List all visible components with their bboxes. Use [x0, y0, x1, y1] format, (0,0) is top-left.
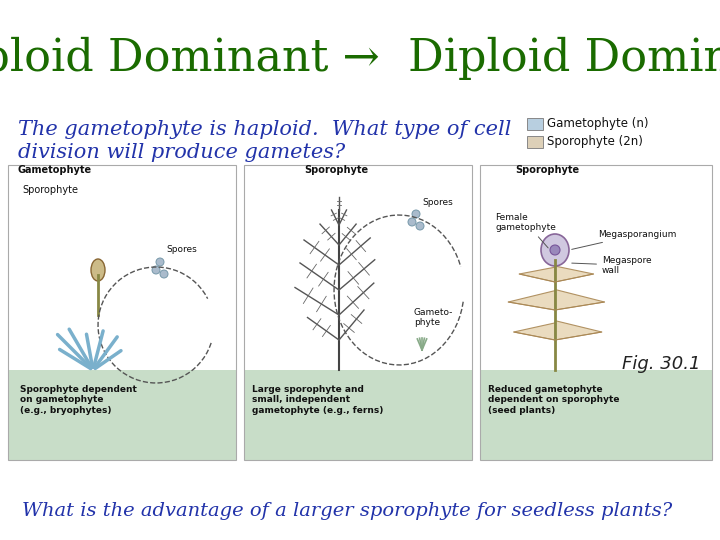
Ellipse shape	[91, 259, 105, 281]
Polygon shape	[514, 323, 555, 340]
Circle shape	[412, 210, 420, 218]
Polygon shape	[555, 289, 605, 310]
Text: Sporophyte: Sporophyte	[515, 165, 579, 175]
Circle shape	[160, 270, 168, 278]
Text: Reduced gametophyte
dependent on sporophyte
(seed plants): Reduced gametophyte dependent on sporoph…	[488, 385, 619, 415]
Bar	[244, 165, 472, 460]
Bar	[8, 370, 236, 460]
Polygon shape	[519, 267, 555, 282]
Text: Gameto-
phyte: Gameto- phyte	[414, 308, 454, 327]
Text: What is the advantage of a larger sporophyte for seedless plants?: What is the advantage of a larger sporop…	[22, 502, 672, 520]
Polygon shape	[508, 291, 555, 310]
Text: Sporophyte dependent
on gametophyte
(e.g., bryophytes): Sporophyte dependent on gametophyte (e.g…	[20, 385, 137, 415]
Text: Sporophyte: Sporophyte	[304, 165, 368, 175]
Bar	[480, 165, 712, 460]
Circle shape	[152, 266, 160, 274]
Bar	[480, 370, 712, 460]
Text: Gametophyte: Gametophyte	[18, 165, 92, 175]
Circle shape	[408, 218, 416, 226]
Bar	[244, 370, 472, 460]
Text: Sporophyte (2n): Sporophyte (2n)	[547, 136, 643, 148]
Text: Haploid Dominant →  Diploid Dominant: Haploid Dominant → Diploid Dominant	[0, 36, 720, 79]
Circle shape	[550, 245, 560, 255]
Polygon shape	[555, 321, 602, 340]
Bar	[527, 118, 543, 130]
Text: division will produce gametes?: division will produce gametes?	[18, 143, 346, 162]
Circle shape	[416, 222, 424, 230]
Text: Fig. 30.1: Fig. 30.1	[621, 355, 700, 373]
Text: Gametophyte (n): Gametophyte (n)	[547, 118, 649, 131]
Text: Sporophyte: Sporophyte	[22, 185, 78, 195]
Text: Spores: Spores	[166, 245, 197, 254]
Text: Large sporophyte and
small, independent
gametophyte (e.g., ferns): Large sporophyte and small, independent …	[252, 385, 383, 415]
Bar	[527, 136, 543, 148]
Bar	[8, 165, 236, 460]
Text: Megasporangium: Megasporangium	[572, 230, 676, 249]
Text: Female
gametophyte: Female gametophyte	[495, 213, 556, 248]
Text: Megaspore
wall: Megaspore wall	[572, 255, 652, 275]
Polygon shape	[555, 266, 593, 282]
Text: Spores: Spores	[422, 198, 453, 207]
Ellipse shape	[541, 234, 569, 266]
Circle shape	[156, 258, 164, 266]
Text: The gametophyte is haploid.  What type of cell: The gametophyte is haploid. What type of…	[18, 120, 511, 139]
